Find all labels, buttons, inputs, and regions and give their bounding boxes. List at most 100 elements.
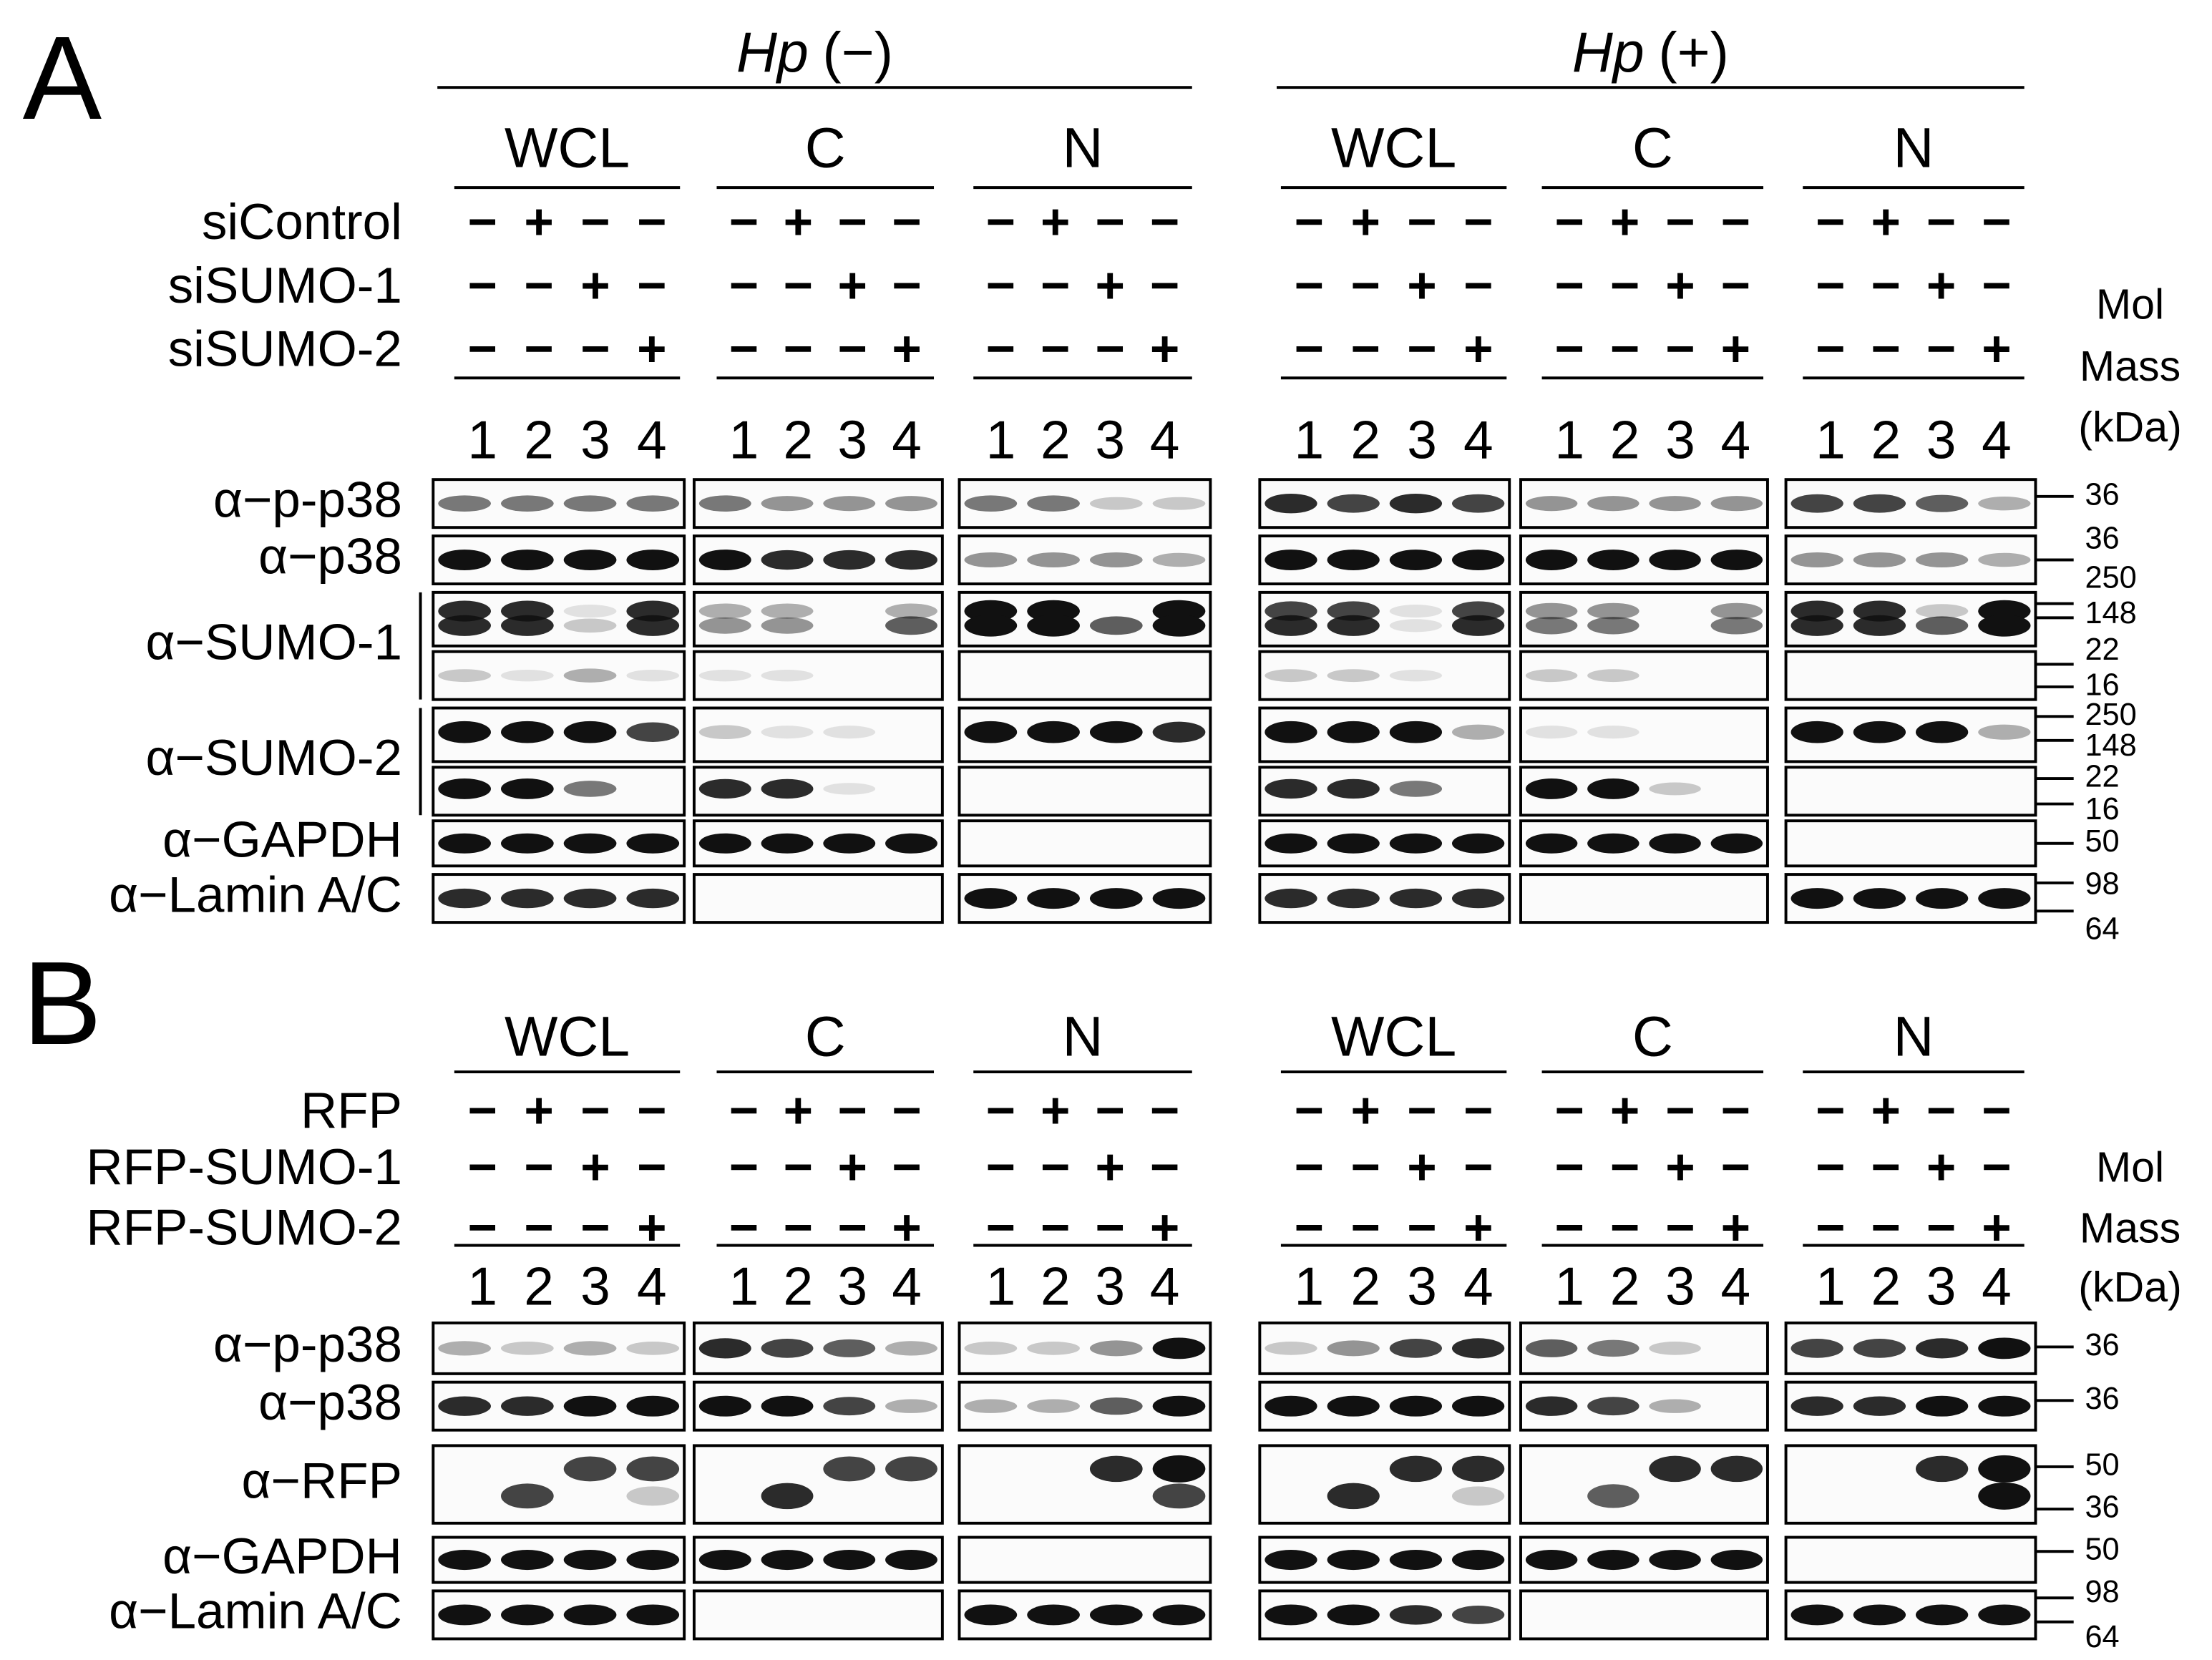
fraction-header: C — [1632, 1005, 1673, 1068]
band — [1389, 888, 1443, 909]
band — [1978, 888, 2031, 909]
sign: − — [729, 1200, 759, 1256]
band — [1027, 888, 1080, 909]
fraction-header: C — [1632, 117, 1673, 180]
sign: − — [729, 1139, 759, 1196]
sign: − — [729, 194, 759, 250]
band — [761, 670, 814, 682]
band — [1327, 1483, 1380, 1510]
band — [1915, 888, 1969, 909]
sign: − — [1816, 321, 1845, 378]
band — [698, 495, 751, 512]
band — [1587, 550, 1639, 570]
lane-number: 3 — [837, 1256, 867, 1316]
hp-sign: (−) — [822, 21, 893, 84]
sign: − — [1041, 321, 1070, 378]
sign: − — [1610, 321, 1639, 378]
band — [501, 1550, 554, 1571]
sign: − — [892, 1083, 921, 1139]
blot-box — [1784, 819, 2037, 868]
sign: − — [1982, 194, 2011, 250]
sign: − — [580, 321, 610, 378]
band — [563, 550, 617, 570]
band — [1389, 619, 1443, 633]
band — [1265, 669, 1317, 683]
marker-label: 98 — [2085, 866, 2119, 901]
sign: + — [524, 1083, 553, 1139]
sign: − — [1150, 1083, 1179, 1139]
sign: − — [837, 321, 867, 378]
sign: − — [524, 1200, 553, 1256]
sign: − — [837, 1083, 867, 1139]
sign: − — [1871, 1200, 1901, 1256]
sign: − — [524, 258, 553, 314]
sign: + — [1665, 1139, 1695, 1196]
marker-label: 250 — [2085, 561, 2136, 595]
band — [1327, 833, 1380, 854]
antibody-label: α−p38 — [258, 528, 402, 585]
band — [1451, 550, 1505, 570]
sign: − — [1295, 321, 1324, 378]
band — [1649, 496, 1701, 512]
condition-label: RFP — [301, 1083, 402, 1139]
blot-box — [692, 873, 944, 924]
band — [823, 1456, 876, 1482]
antibody-label: α−SUMO-1 — [146, 615, 402, 671]
band — [438, 833, 491, 854]
band — [823, 550, 876, 570]
sign: − — [1926, 1200, 1956, 1256]
band — [1853, 1604, 1906, 1626]
sign: − — [837, 1200, 867, 1256]
band — [761, 1550, 814, 1571]
band — [1790, 888, 1843, 909]
sign: − — [1721, 1083, 1750, 1139]
band — [823, 496, 876, 512]
band — [1389, 605, 1443, 618]
sign: − — [1350, 258, 1380, 314]
band — [626, 888, 680, 909]
marker-label: 16 — [2085, 792, 2119, 826]
band — [1327, 615, 1380, 636]
band — [1451, 494, 1505, 513]
blot-box — [958, 534, 1212, 586]
band — [1587, 726, 1639, 739]
band — [626, 1550, 680, 1571]
condition-label: RFP-SUMO-1 — [86, 1139, 401, 1196]
sign: − — [1926, 1083, 1956, 1139]
marker-label: 36 — [2085, 521, 2119, 555]
band — [1915, 1604, 1969, 1626]
band — [761, 778, 814, 799]
band — [1152, 1483, 1206, 1509]
sign: − — [1095, 321, 1124, 378]
band — [1649, 833, 1701, 854]
lane-number: 1 — [1816, 1256, 1846, 1316]
marker-label: 36 — [2085, 477, 2119, 512]
lane-number: 4 — [1150, 1256, 1180, 1316]
sign: + — [1150, 1200, 1179, 1256]
sign: − — [1095, 1200, 1124, 1256]
antibody-label: α−Lamin A/C — [109, 1583, 402, 1640]
lane-number: 1 — [986, 410, 1016, 470]
fraction-header: C — [805, 1005, 846, 1068]
band — [1451, 615, 1505, 636]
band — [1451, 1486, 1505, 1506]
band — [1649, 550, 1701, 570]
sign: − — [784, 1139, 813, 1196]
band — [1710, 617, 1763, 635]
band — [626, 1342, 680, 1355]
sign: + — [1871, 194, 1901, 250]
band — [1327, 1395, 1380, 1417]
band — [698, 833, 751, 854]
band — [1978, 1395, 2031, 1417]
lane-number: 4 — [892, 1256, 922, 1316]
sign: − — [1041, 1200, 1070, 1256]
sign: − — [986, 1083, 1015, 1139]
sign: − — [1295, 1200, 1324, 1256]
band — [1451, 1606, 1505, 1624]
marker-label: 22 — [2085, 760, 2119, 794]
antibody-label: α−RFP — [242, 1452, 402, 1509]
band — [1978, 724, 2031, 740]
lane-number: 3 — [1407, 410, 1437, 470]
band — [1389, 833, 1443, 854]
